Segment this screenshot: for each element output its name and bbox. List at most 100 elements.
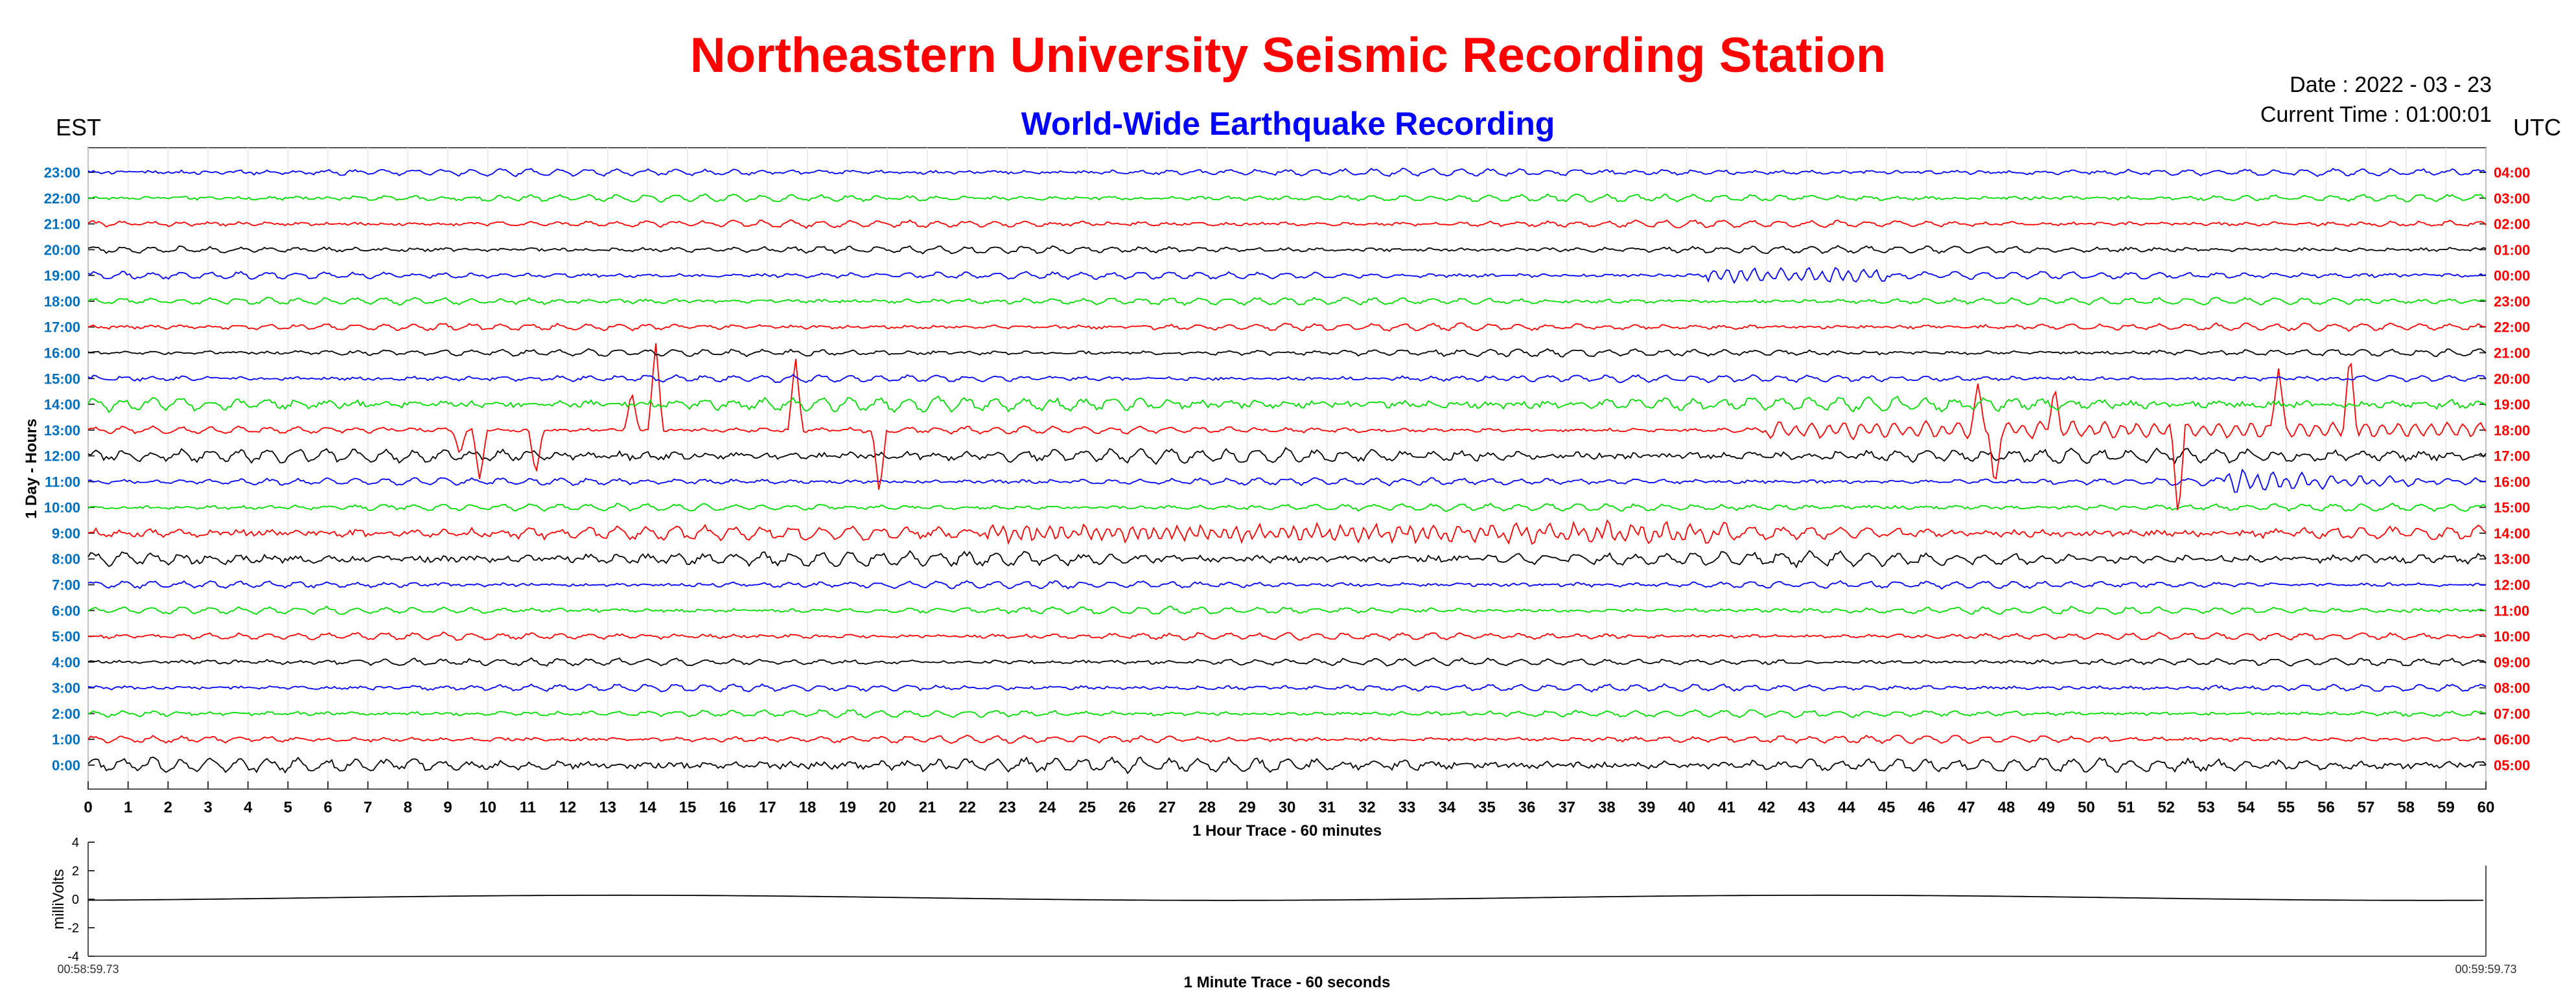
- left-hour-label: 17:00: [44, 319, 80, 336]
- left-hour-label: 22:00: [44, 190, 80, 207]
- hour-trace-21: [87, 219, 2487, 229]
- right-hour-label: 16:00: [2494, 474, 2530, 490]
- hour-trace-4: [87, 657, 2487, 667]
- left-timezone-label: EST: [56, 114, 102, 141]
- x-tick-label: 40: [1678, 799, 1695, 816]
- left-hour-label: 11:00: [45, 474, 80, 490]
- x-tick-label: 53: [2198, 799, 2215, 816]
- x-tick-label: 34: [1438, 799, 1456, 816]
- x-tick-label: 3: [203, 799, 212, 816]
- right-hour-label: 21:00: [2494, 345, 2530, 361]
- x-tick-label: 8: [404, 799, 412, 816]
- minute-y-tick-label: 2: [72, 864, 79, 878]
- hour-trace-8: [87, 549, 2487, 569]
- x-tick-label: 18: [799, 799, 817, 816]
- x-tick-label: 30: [1279, 799, 1296, 816]
- hour-trace-20: [87, 245, 2487, 255]
- hour-trace-7: [87, 580, 2487, 590]
- x-tick-label: 44: [1838, 799, 1855, 816]
- x-tick-label: 38: [1598, 799, 1616, 816]
- x-tick-label: 19: [839, 799, 856, 816]
- x-tick-label: 55: [2277, 799, 2295, 816]
- right-hour-label: 22:00: [2494, 319, 2530, 336]
- hour-trace-10: [87, 502, 2487, 512]
- left-hour-label: 12:00: [44, 448, 80, 465]
- x-tick-label: 32: [1358, 799, 1376, 816]
- left-hour-label: 6:00: [52, 603, 80, 619]
- y-axis-label: 1 Day - Hours: [23, 419, 40, 519]
- page-subtitle: World-Wide Earthquake Recording: [1021, 106, 1555, 142]
- left-hour-label: 5:00: [52, 628, 80, 645]
- x-tick-label: 56: [2317, 799, 2335, 816]
- hour-trace-9: [87, 519, 2487, 545]
- minute-start-time-label: 00:58:59.73: [57, 963, 119, 976]
- minute-trace-line: [88, 894, 2483, 901]
- right-hour-label: 02:00: [2494, 216, 2530, 233]
- hour-trace-6: [87, 605, 2487, 615]
- x-tick-label: 21: [919, 799, 936, 816]
- minute-y-tick-label: 0: [72, 893, 79, 907]
- right-hour-label: 15:00: [2494, 500, 2530, 516]
- minute-y-tick-label: -2: [67, 921, 79, 936]
- x-tick-label: 29: [1238, 799, 1256, 816]
- hour-trace-12: [87, 446, 2487, 465]
- right-hour-label: 06:00: [2494, 731, 2530, 748]
- x-tick-label: 35: [1478, 799, 1496, 816]
- x-tick-label: 10: [479, 799, 496, 816]
- hour-trace-0: [87, 756, 2487, 775]
- x-tick-label: 26: [1119, 799, 1136, 816]
- x-tick-label: 33: [1398, 799, 1416, 816]
- left-hour-label: 19:00: [44, 268, 80, 284]
- minute-y-tick-label: 4: [72, 836, 79, 850]
- x-tick-label: 51: [2118, 799, 2135, 816]
- x-axis-label: 1 Hour Trace - 60 minutes: [1192, 822, 1382, 840]
- right-hour-label: 12:00: [2494, 577, 2530, 593]
- right-hour-label: 07:00: [2494, 706, 2530, 722]
- left-hour-label: 18:00: [44, 293, 80, 310]
- minute-y-axis-label: milliVolts: [50, 869, 67, 929]
- right-hour-label: 01:00: [2494, 242, 2530, 258]
- page-title: Northeastern University Seismic Recordin…: [690, 28, 1886, 83]
- x-tick-label: 46: [1918, 799, 1935, 816]
- hour-trace-18: [87, 297, 2487, 306]
- hour-trace-14: [87, 395, 2487, 413]
- x-tick-label: 48: [1998, 799, 2015, 816]
- right-timezone-label: UTC: [2513, 114, 2561, 141]
- x-tick-label: 2: [164, 799, 172, 816]
- left-hour-label: 9:00: [52, 525, 80, 542]
- x-tick-label: 45: [1878, 799, 1896, 816]
- x-tick-label: 22: [958, 799, 976, 816]
- x-tick-label: 49: [2037, 799, 2055, 816]
- left-hour-label: 16:00: [44, 345, 80, 361]
- x-tick-label: 37: [1558, 799, 1575, 816]
- right-hour-label: 10:00: [2494, 628, 2530, 645]
- hour-trace-17: [87, 322, 2487, 332]
- right-hour-label: 17:00: [2494, 448, 2530, 465]
- right-hour-label: 19:00: [2494, 396, 2530, 413]
- left-hour-label: 1:00: [52, 731, 80, 748]
- left-hour-label: 4:00: [52, 654, 80, 671]
- hour-trace-2: [87, 709, 2487, 718]
- right-hour-label: 18:00: [2494, 422, 2530, 439]
- x-tick-label: 59: [2437, 799, 2455, 816]
- current-time-readout: Current Time : 01:00:01: [2260, 102, 2492, 127]
- right-hour-label: 09:00: [2494, 654, 2530, 671]
- left-hour-label: 10:00: [44, 500, 80, 516]
- x-tick-label: 25: [1078, 799, 1096, 816]
- x-tick-label: 15: [679, 799, 697, 816]
- left-hour-label: 8:00: [52, 551, 80, 568]
- right-hour-label: 04:00: [2494, 165, 2530, 181]
- x-tick-label: 0: [84, 799, 92, 816]
- x-tick-label: 52: [2157, 799, 2175, 816]
- left-hour-label: 0:00: [52, 757, 80, 774]
- x-tick-label: 12: [559, 799, 577, 816]
- left-hour-label: 15:00: [44, 371, 80, 387]
- left-hour-label: 20:00: [44, 242, 80, 258]
- left-hour-label: 14:00: [44, 396, 80, 413]
- x-tick-label: 6: [323, 799, 332, 816]
- x-tick-label: 13: [599, 799, 616, 816]
- x-tick-label: 42: [1758, 799, 1776, 816]
- right-hour-label: 14:00: [2494, 525, 2530, 542]
- hour-trace-19: [87, 267, 2487, 284]
